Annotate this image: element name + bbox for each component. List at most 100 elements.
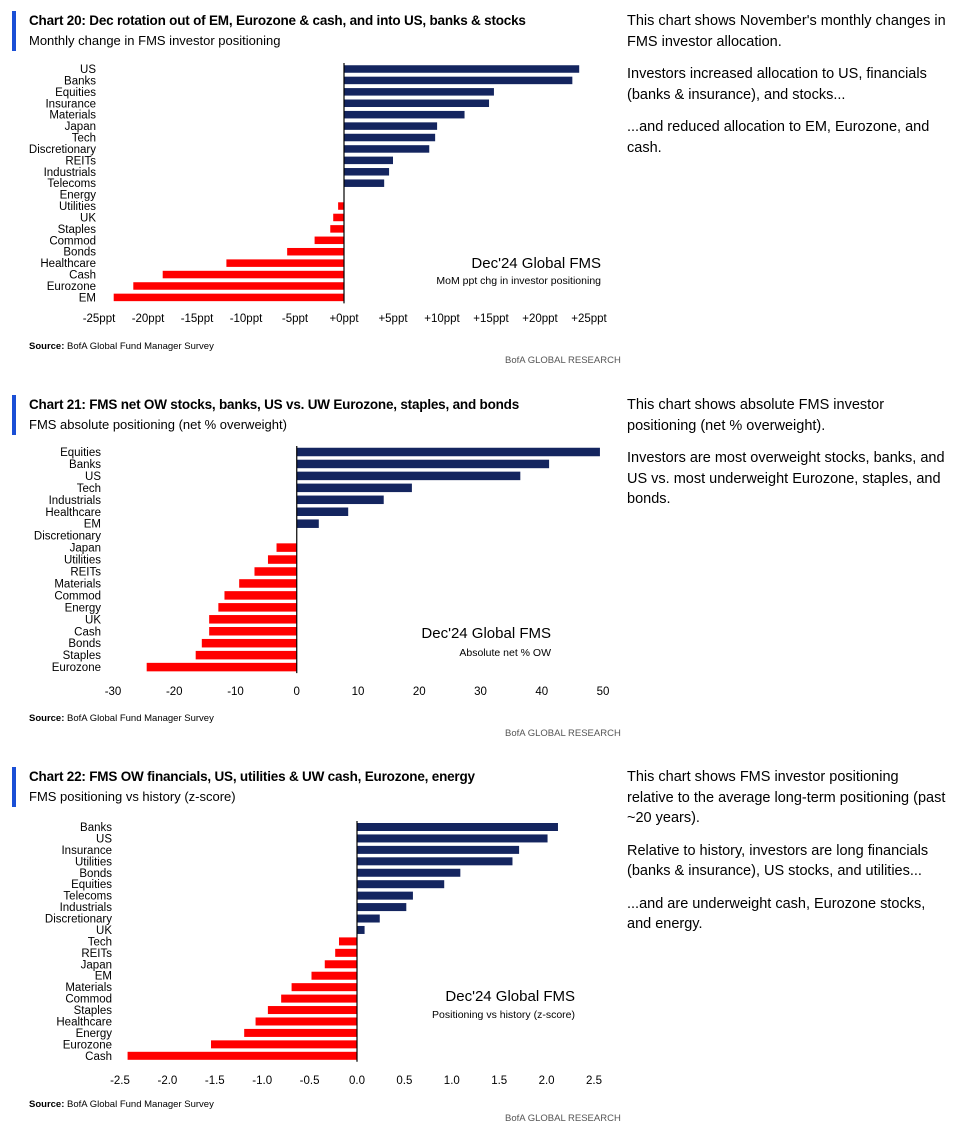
category-label: Banks — [69, 459, 101, 471]
annotation-title: Dec'24 Global FMS — [471, 255, 601, 272]
bar — [335, 948, 357, 957]
category-label: Healthcare — [56, 1016, 112, 1028]
chart-title: Chart 22: FMS OW financials, US, utiliti… — [29, 769, 475, 784]
bar — [344, 179, 385, 187]
tick-label: 2.0 — [539, 1075, 555, 1087]
bar — [296, 495, 384, 505]
bar-chart-22: BanksUSInsuranceUtilitiesBondsEquitiesTe… — [45, 821, 602, 1087]
category-label: Staples — [63, 650, 102, 662]
category-label: Tech — [77, 483, 101, 495]
category-label: Bonds — [79, 868, 112, 880]
category-label: REITs — [65, 155, 96, 167]
category-label: Japan — [70, 543, 101, 555]
tick-label: +0ppt — [329, 313, 359, 325]
category-label: UK — [96, 925, 112, 937]
category-label: Telecoms — [47, 178, 96, 190]
bar — [338, 937, 357, 946]
category-label: Equities — [60, 447, 101, 459]
chart-source: Source: BofA Global Fund Manager Survey — [29, 1099, 214, 1110]
category-label: Tech — [72, 133, 96, 145]
bar — [296, 483, 412, 493]
bar — [344, 145, 430, 153]
bar — [276, 543, 297, 552]
bar — [296, 471, 521, 481]
bar — [344, 122, 438, 130]
category-label: Materials — [54, 578, 101, 590]
title-accent-bar — [12, 11, 16, 51]
bar — [113, 293, 344, 302]
category-label: Industrials — [44, 167, 97, 179]
category-label: EM — [95, 971, 112, 983]
bar — [330, 225, 344, 233]
tick-label: 1.0 — [444, 1075, 460, 1087]
category-label: Eurozone — [47, 281, 96, 293]
category-label: Equities — [55, 87, 96, 99]
tick-label: 40 — [535, 686, 548, 698]
commentary-paragraph: ...and reduced allocation to EM, Eurozon… — [627, 119, 930, 156]
tick-label: 0.5 — [396, 1075, 412, 1087]
bar — [201, 638, 297, 648]
bar — [344, 133, 436, 142]
tick-label: 0 — [294, 686, 300, 698]
category-label: Equities — [71, 879, 112, 891]
category-label: Discretionary — [45, 914, 112, 926]
annotation-title: Dec'24 Global FMS — [421, 625, 551, 642]
tick-label: 30 — [474, 686, 487, 698]
category-label: REITs — [70, 567, 101, 579]
tick-label: -20 — [166, 686, 183, 698]
category-label: Commod — [65, 994, 112, 1006]
bar — [244, 1028, 357, 1037]
annotation-title: Dec'24 Global FMS — [445, 988, 575, 1005]
category-label: Discretionary — [29, 144, 96, 156]
category-label: Bonds — [63, 247, 96, 259]
bar — [209, 627, 297, 636]
bar — [324, 960, 357, 969]
bar — [357, 903, 407, 912]
bar — [357, 834, 548, 843]
tick-label: 50 — [597, 686, 610, 698]
category-label: Healthcare — [40, 258, 96, 270]
tick-label: -1.5 — [205, 1075, 225, 1087]
tick-label: -2.0 — [157, 1075, 177, 1087]
title-accent-bar — [12, 767, 16, 807]
chart-subtitle: FMS absolute positioning (net % overweig… — [29, 417, 287, 432]
category-label: Utilities — [59, 201, 96, 213]
tick-label: 0.0 — [349, 1075, 365, 1087]
bar — [333, 213, 344, 222]
tick-label: +10ppt — [424, 313, 460, 325]
category-label: Eurozone — [52, 662, 101, 674]
tick-label: -20ppt — [132, 313, 165, 325]
bar — [344, 88, 494, 96]
chart-panel-20: Chart 20: Dec rotation out of EM, Eurozo… — [0, 0, 959, 375]
bar — [357, 914, 380, 923]
chart-source: Source: BofA Global Fund Manager Survey — [29, 341, 214, 352]
bar — [195, 650, 297, 660]
category-label: Energy — [60, 190, 97, 202]
bar-chart-21: EquitiesBanksUSTechIndustrialsHealthcare… — [34, 446, 610, 698]
bar — [344, 168, 390, 176]
commentary-paragraph: ...and are underweight cash, Eurozone st… — [627, 895, 926, 933]
category-label: Insurance — [45, 98, 96, 110]
commentary: This chart shows absolute FMS investor p… — [627, 395, 947, 522]
tick-label: +25ppt — [571, 313, 607, 325]
bar — [146, 662, 297, 672]
category-label: US — [96, 833, 112, 845]
category-label: UK — [80, 212, 96, 224]
category-label: Eurozone — [63, 1039, 112, 1051]
commentary: This chart shows FMS investor positionin… — [627, 767, 947, 947]
bar — [127, 1051, 357, 1060]
category-label: Japan — [65, 121, 96, 133]
category-label: EM — [79, 292, 96, 304]
category-label: US — [85, 471, 101, 483]
category-label: UK — [85, 614, 101, 626]
bar — [224, 591, 297, 600]
category-label: Energy — [76, 1028, 113, 1040]
tick-label: 1.5 — [491, 1075, 507, 1087]
tick-label: 2.5 — [586, 1075, 602, 1087]
bar — [344, 99, 490, 108]
chart-source: Source: BofA Global Fund Manager Survey — [29, 713, 214, 724]
bar — [296, 459, 550, 469]
category-label: Banks — [80, 822, 112, 834]
category-label: Telecoms — [63, 891, 112, 903]
commentary-paragraph: Investors are most overweight stocks, ba… — [627, 450, 945, 507]
